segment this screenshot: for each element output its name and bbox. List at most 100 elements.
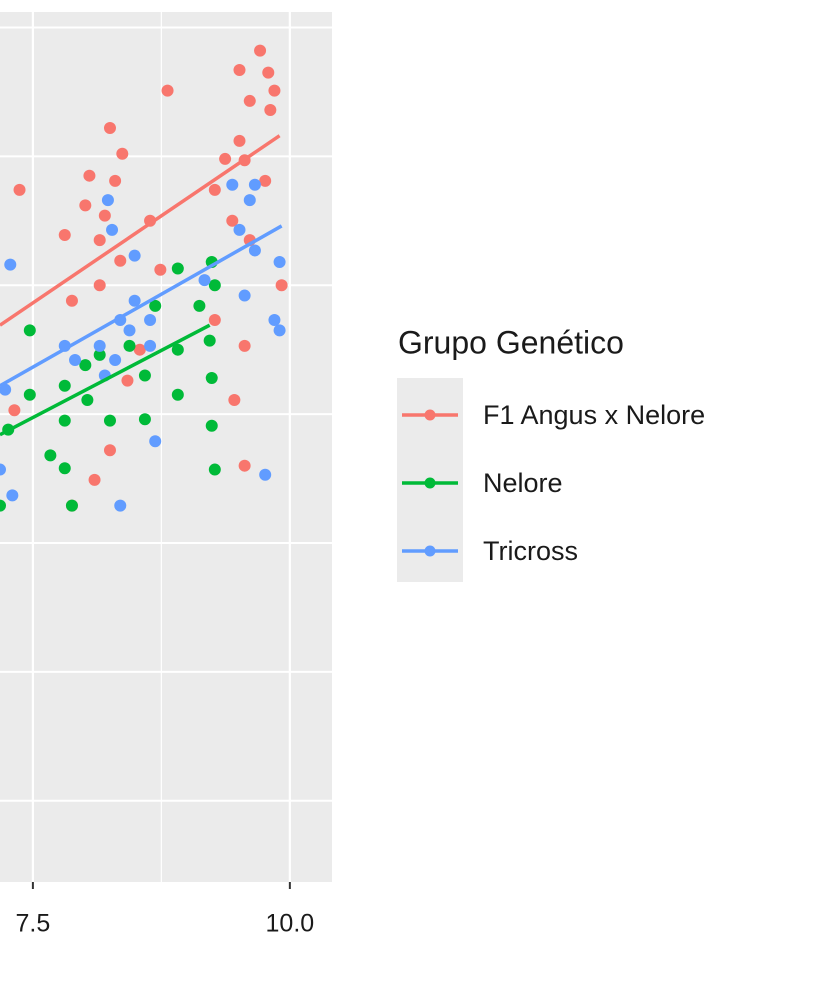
point [8, 404, 21, 417]
point [114, 499, 127, 512]
point [228, 393, 241, 406]
point [58, 379, 71, 392]
point [93, 279, 106, 292]
x-tick-label: 7.5 [16, 910, 51, 938]
point [23, 388, 36, 401]
point [208, 463, 221, 476]
point [123, 324, 136, 337]
point [233, 223, 246, 236]
point [116, 147, 129, 160]
point [254, 44, 267, 57]
legend-key-point [424, 409, 436, 421]
point [238, 289, 251, 302]
point [0, 499, 6, 512]
point [248, 244, 261, 257]
point [275, 279, 288, 292]
point [138, 413, 151, 426]
legend-label: Nelore [483, 468, 563, 498]
point [259, 468, 272, 481]
point [273, 256, 286, 269]
point [93, 339, 106, 352]
point [93, 348, 106, 361]
point [69, 354, 82, 366]
point [103, 122, 116, 134]
legend-title: Grupo Genético [398, 324, 624, 360]
point [208, 183, 221, 196]
point [208, 314, 221, 327]
point [81, 393, 94, 406]
point [233, 134, 246, 147]
point [138, 369, 151, 382]
point [65, 499, 78, 512]
point [93, 234, 106, 247]
point [103, 444, 116, 457]
point [103, 414, 116, 427]
point [98, 209, 111, 222]
point [23, 324, 36, 337]
legend: F1 Angus x Nelore Nelore Tricross [402, 400, 705, 566]
point [226, 178, 239, 191]
point [58, 228, 71, 241]
point [65, 294, 78, 307]
legend-key-point [424, 545, 436, 557]
point [133, 343, 146, 356]
fit-line [0, 224, 283, 388]
point [259, 174, 272, 187]
point [268, 314, 281, 327]
point [233, 64, 246, 76]
fit-line [0, 323, 211, 437]
point [128, 294, 141, 307]
point [264, 103, 277, 116]
fit-line [0, 134, 281, 327]
x-axis: 7.5 10.0 [16, 882, 315, 938]
point [219, 152, 232, 165]
x-tick-label: 10.0 [266, 910, 315, 938]
point [208, 279, 221, 292]
point [0, 463, 6, 476]
point [226, 214, 239, 227]
plot-area [0, 44, 288, 512]
point [205, 372, 218, 385]
point [123, 339, 136, 352]
point [114, 254, 127, 267]
point [106, 223, 119, 236]
point [144, 339, 157, 352]
panel-background [0, 12, 332, 882]
point [0, 383, 12, 396]
grid [0, 12, 332, 882]
point [154, 263, 167, 276]
point [203, 334, 216, 347]
point [144, 314, 157, 327]
point [193, 299, 206, 312]
point [161, 84, 174, 97]
point [109, 174, 122, 187]
legend-label: Tricross [483, 536, 578, 566]
point [121, 374, 134, 387]
point [79, 359, 92, 372]
point [248, 178, 261, 191]
point [171, 388, 184, 401]
point [243, 194, 256, 207]
point [262, 66, 275, 79]
point [101, 194, 114, 207]
point [109, 354, 122, 366]
point [149, 435, 162, 448]
point [83, 169, 96, 182]
point [128, 249, 141, 262]
point [58, 462, 71, 475]
legend-key-point [424, 477, 436, 489]
point [4, 258, 17, 271]
point [44, 449, 57, 462]
point [273, 324, 286, 337]
point [171, 262, 184, 275]
point [238, 459, 251, 472]
point [243, 94, 256, 107]
point [88, 473, 101, 486]
point [171, 343, 184, 356]
legend-label: F1 Angus x Nelore [483, 400, 705, 430]
point [205, 419, 218, 432]
point [79, 199, 92, 212]
point [58, 414, 71, 427]
point [149, 299, 162, 312]
